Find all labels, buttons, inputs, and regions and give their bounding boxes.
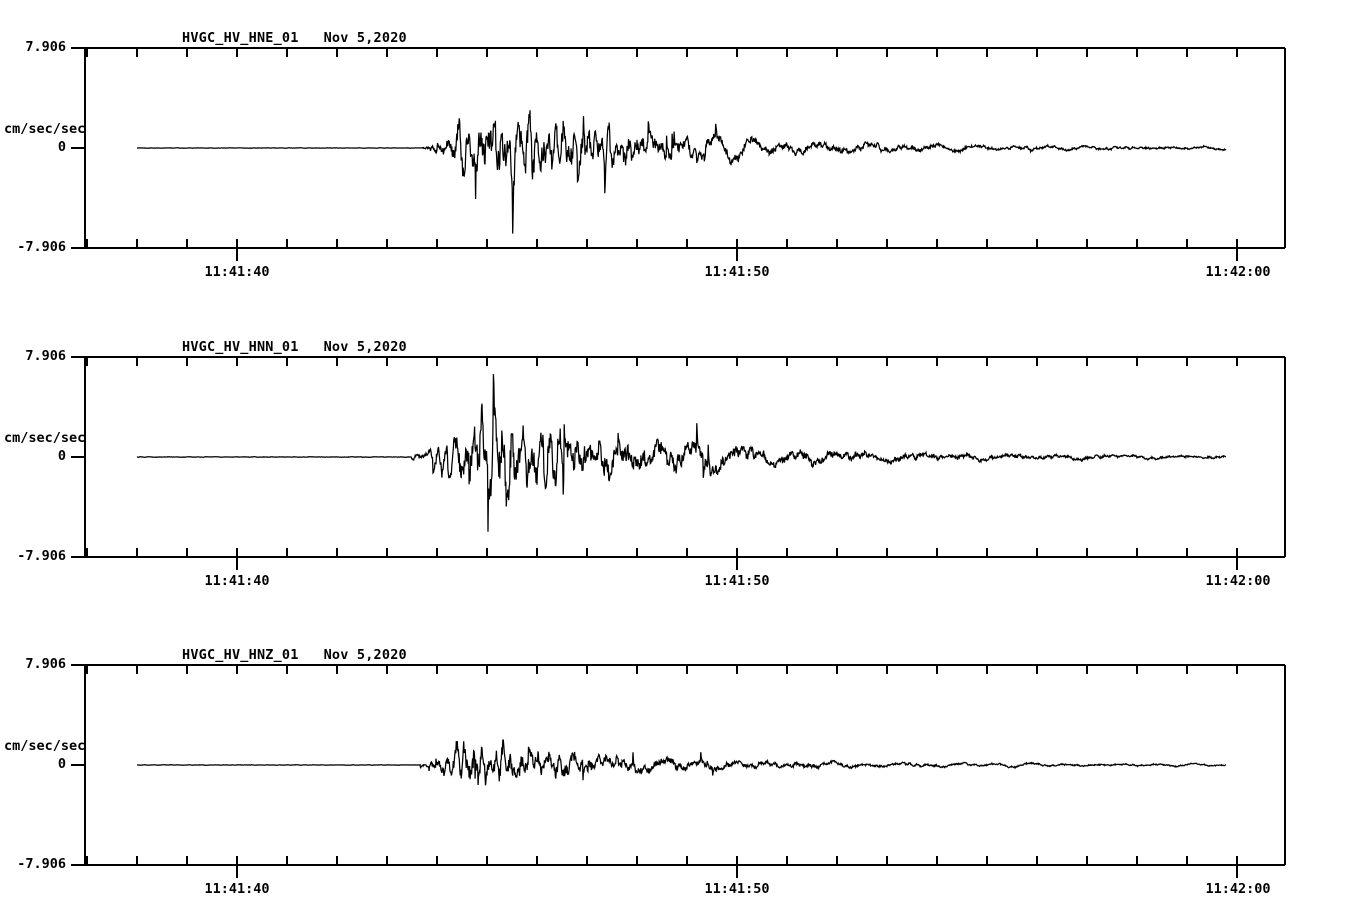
trace-title-hne: HVGC_HV_HNE_01 Nov 5,2020: [182, 30, 407, 46]
trace-title-hnz: HVGC_HV_HNZ_01 Nov 5,2020: [182, 647, 407, 663]
y-axis-zero-label-hnz: 0: [57, 756, 66, 772]
y-axis-max-label-hnn: 7.906: [25, 348, 66, 364]
y-axis-min-label-hnn: -7.906: [17, 548, 66, 564]
waveform-trace-hnz: [137, 739, 1227, 786]
x-tick-label-hnn-1: 11:41:50: [704, 573, 770, 589]
y-axis-units-hnz: cm/sec/sec: [4, 738, 86, 754]
y-axis-zero-label-hne: 0: [57, 139, 66, 155]
x-tick-label-hnz-2: 11:42:00: [1205, 881, 1271, 897]
x-tick-label-hne-2: 11:42:00: [1205, 264, 1271, 280]
y-axis-min-label-hne: -7.906: [17, 239, 66, 255]
y-axis-units-hne: cm/sec/sec: [4, 121, 86, 137]
y-axis-units-hnn: cm/sec/sec: [4, 430, 86, 446]
y-axis-min-label-hnz: -7.906: [17, 856, 66, 872]
y-axis-max-label-hnz: 7.906: [25, 656, 66, 672]
x-tick-label-hnn-2: 11:42:00: [1205, 573, 1271, 589]
x-tick-label-hnz-0: 11:41:40: [204, 881, 270, 897]
x-tick-label-hne-1: 11:41:50: [704, 264, 770, 280]
waveform-trace-hnn: [136, 374, 1226, 532]
x-tick-label-hne-0: 11:41:40: [204, 264, 270, 280]
y-axis-max-label-hne: 7.906: [25, 39, 66, 55]
y-axis-zero-label-hnn: 0: [57, 448, 66, 464]
waveform-trace-hne: [137, 110, 1227, 234]
x-tick-label-hnn-0: 11:41:40: [204, 573, 270, 589]
trace-title-hnn: HVGC_HV_HNN_01 Nov 5,2020: [182, 339, 407, 355]
x-tick-label-hnz-1: 11:41:50: [704, 881, 770, 897]
